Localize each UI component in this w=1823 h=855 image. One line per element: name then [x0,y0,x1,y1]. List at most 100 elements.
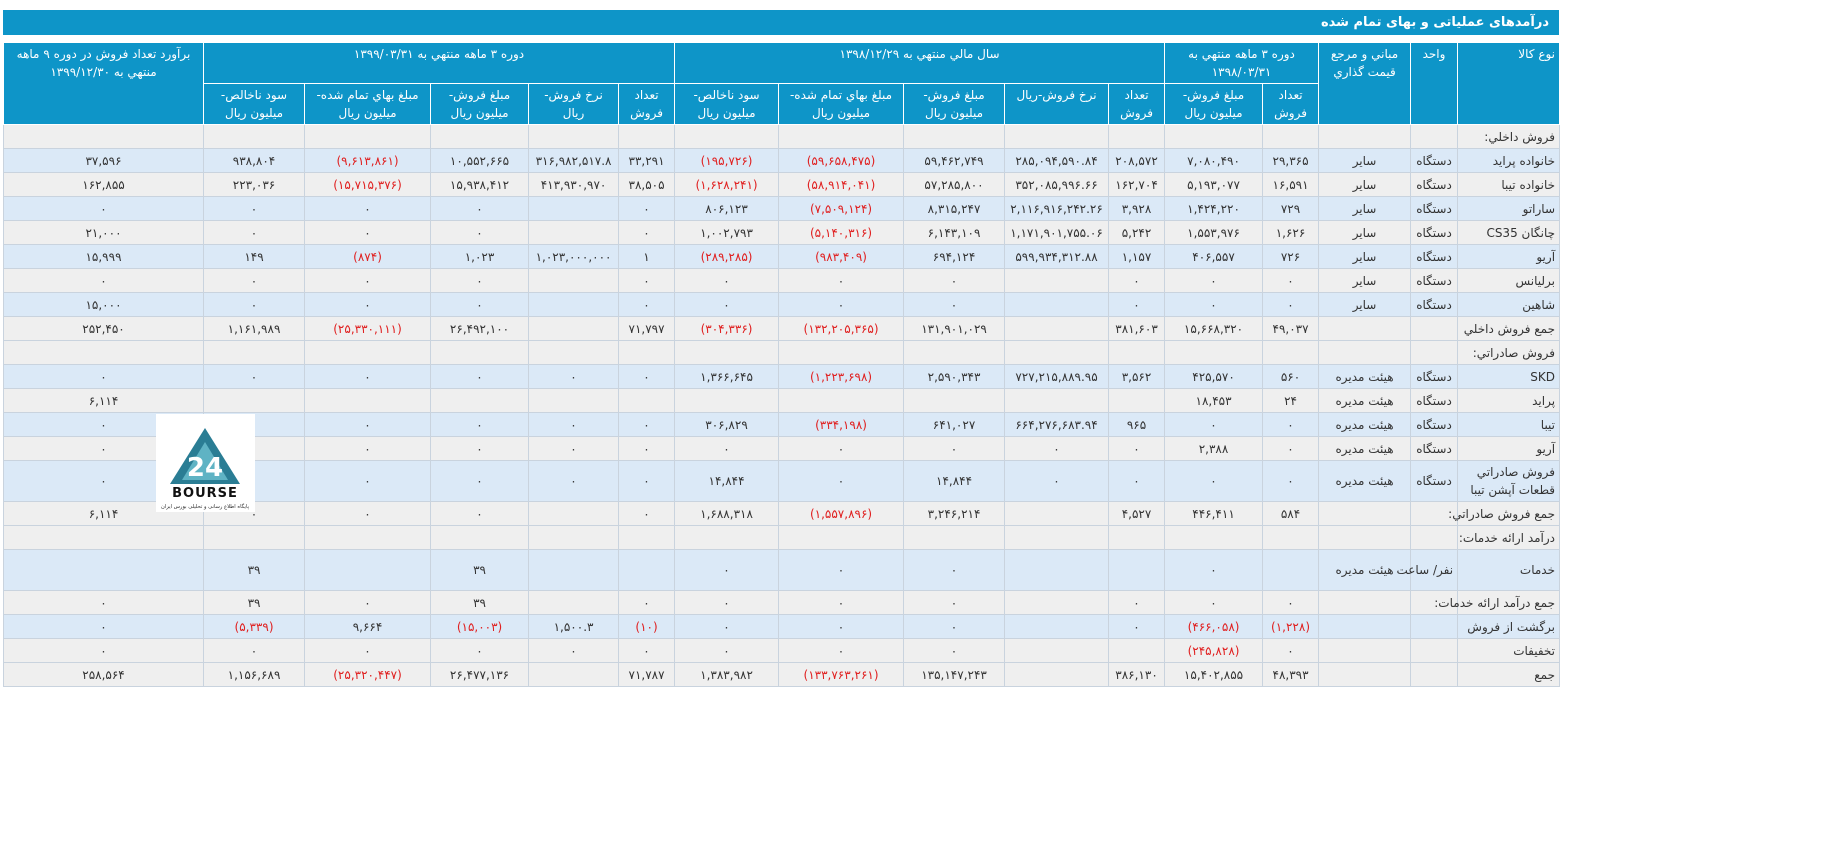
table-cell: ۲۹,۳۶۵ [1262,148,1320,173]
table-cell [528,268,620,293]
table-cell: (۷,۵۰۹,۱۲۴) [778,196,905,221]
table-cell [674,525,780,550]
table-cell: ۱۸,۴۵۳ [1164,388,1264,413]
col-amount: مبلغ فروش- ميليون ريال [903,83,1006,125]
table-cell: ۱۰,۵۵۲,۶۶۵ [430,148,530,173]
row-label: آريو [1457,436,1561,461]
table-cell: ۵۷,۲۸۵,۸۰۰ [903,172,1006,197]
table-cell [1262,124,1320,149]
table-cell: دستگاه [1410,460,1459,502]
table-cell: ۱ [618,244,676,269]
table-cell [1004,525,1110,550]
table-cell [1318,590,1412,615]
table-cell: دستگاه [1410,244,1459,269]
table-cell: ۴۹,۰۳۷ [1262,316,1320,341]
table-cell [1108,388,1166,413]
table-cell: ۱۶۲,۸۵۵ [3,172,204,197]
table-cell: دستگاه [1410,196,1459,221]
table-cell [1410,124,1459,149]
table-cell: (۹۸۳,۴۰۹) [778,244,905,269]
table-cell [304,124,432,149]
row-label: آريو [1457,244,1561,269]
table-cell: دستگاه [1410,292,1459,317]
row-label: فروش صادراتي قطعات آپشن تيبا [1457,460,1561,502]
table-cell: ۰ [674,614,780,639]
table-cell: ساير [1318,172,1412,197]
table-cell: ۷۱,۷۸۷ [618,662,676,687]
row-label: جمع فروش صادراتي: [1448,501,1561,526]
table-cell: ۰ [903,549,1006,591]
table-cell: ۰ [430,220,530,245]
table-cell: دستگاه [1410,220,1459,245]
table-cell: ۰ [903,436,1006,461]
table-cell: (۱,۲۲۸) [1262,614,1320,639]
col-profit: سود ناخالص- ميليون ريال [674,83,780,125]
table-cell: ۲,۵۹۰,۳۴۳ [903,364,1006,389]
table-cell: هيئت مديره [1318,436,1412,461]
table-cell [3,124,204,149]
table-cell: ۰ [528,364,620,389]
col-rate: نرخ فروش-ريال [1004,83,1110,125]
table-cell [778,340,905,365]
table-row: فروش داخلي: [3,124,1561,149]
table-cell: ۱,۵۰۰.۳ [528,614,620,639]
table-cell [1410,614,1459,639]
table-cell: ۶۴۱,۰۲۷ [903,412,1006,437]
table-cell: ۱,۴۲۴,۲۲۰ [1164,196,1264,221]
table-cell: ۰ [304,268,432,293]
table-cell [528,549,620,591]
table-cell [674,340,780,365]
col-amount: مبلغ فروش- ميليون ريال [430,83,530,125]
table-cell: هيئت مديره [1318,460,1412,502]
table-row: چانگان CS35 دستگاه ساير ۱,۶۲۶ ۱,۵۵۳,۹۷۶ ۵,۲۴۲… [3,220,1561,245]
table-cell [903,340,1006,365]
table-cell: ۲۸۵,۰۹۴,۵۹۰.۸۴ [1004,148,1110,173]
col-qty: تعداد فروش [1108,83,1166,125]
group-fy-1398: سال مالي منتهي به ۱۳۹۸/۱۲/۲۹ [674,42,1166,84]
table-cell: ۰ [1164,412,1264,437]
table-cell: ۳۰۶,۸۲۹ [674,412,780,437]
row-label: درآمد ارائه خدمات: [1457,525,1561,550]
table-cell [1108,638,1166,663]
table-cell: دستگاه [1410,268,1459,293]
table-cell: (۱۳۳,۷۶۳,۲۶۱) [778,662,905,687]
table-cell: ۴۸,۳۹۳ [1262,662,1320,687]
table-cell: ۳۸۶,۱۳۰ [1108,662,1166,687]
table-cell [618,549,676,591]
table-row: تخفيفات ۰ (۲۴۵,۸۲۸) ۰ ۰ ۰ ۰ ۰ ۰ ۰ ۰ ۰ [3,638,1561,663]
table-cell [1108,340,1166,365]
logo-text: BOURSE [172,486,238,501]
table-cell [618,525,676,550]
table-cell: ۰ [1004,436,1110,461]
table-cell: ۳۵۲,۰۸۵,۹۹۶.۶۶ [1004,172,1110,197]
table-cell [304,340,432,365]
table-cell [1318,614,1412,639]
table-cell [1318,638,1412,663]
table-cell: ۹,۶۶۴ [304,614,432,639]
bourse24-logo: 24 BOURSE پایگاه اطلاع رسانی و تحلیلی بو… [156,414,255,512]
header-row-2: تعداد فروش مبلغ فروش- ميليون ريال تعداد … [4,83,1560,125]
table-cell: ۳۸۱,۶۰۳ [1108,316,1166,341]
table-cell [1410,525,1459,550]
col-cost: مبلغ بهاي تمام شده- ميليون ريال [778,83,905,125]
table-cell: (۱,۵۵۷,۸۹۶) [778,501,905,526]
logo-subtitle: پایگاه اطلاع رسانی و تحلیلی بورس ایران [161,503,250,510]
table-cell: ساير [1318,148,1412,173]
table-cell: ۷۲۷,۲۱۵,۸۸۹.۹۵ [1004,364,1110,389]
table-cell: ۱۴۹ [202,244,306,269]
table-cell: ۰ [618,436,676,461]
table-cell: (۹,۶۱۳,۸۶۱) [304,148,432,173]
table-cell [304,525,432,550]
table-cell: ۰ [778,614,905,639]
table-cell: ۰ [618,638,676,663]
table-cell [1108,525,1166,550]
table-cell: ۰ [778,638,905,663]
table-cell: (۳۳۴,۱۹۸) [778,412,905,437]
table-cell [3,340,204,365]
table-cell [1004,268,1110,293]
table-cell: ۰ [202,220,306,245]
table-cell: ۰ [528,436,620,461]
table-cell [1410,662,1459,687]
table-cell: ۰ [304,196,432,221]
table-cell: ۰ [903,268,1006,293]
